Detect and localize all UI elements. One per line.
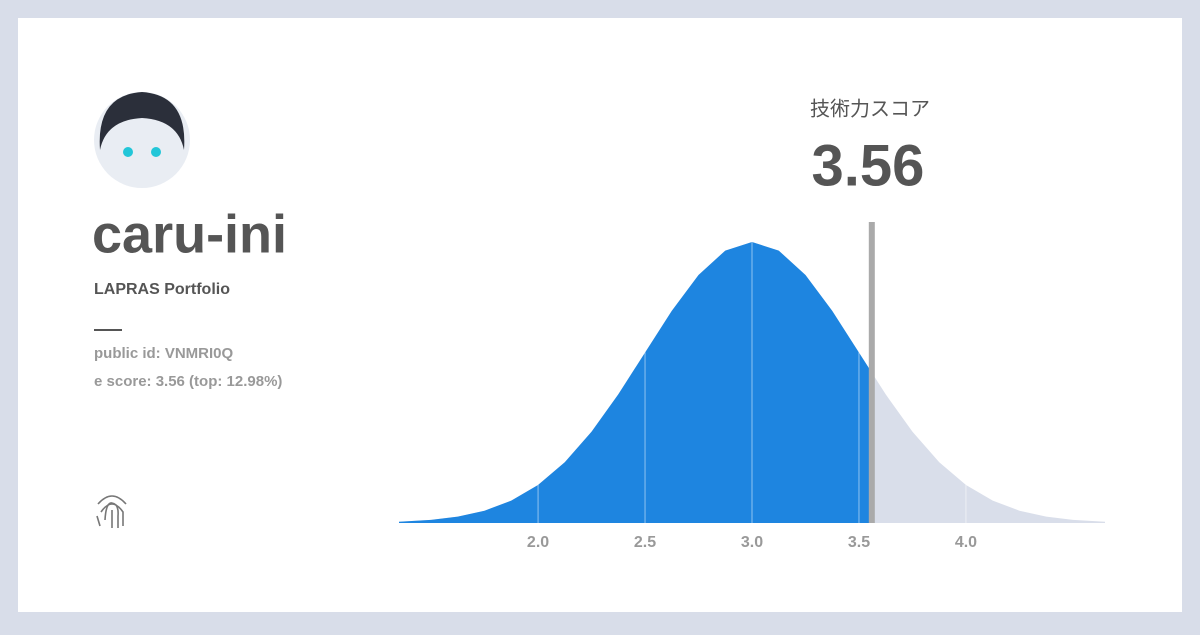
public-id: public id: VNMRI0Q [94, 345, 234, 362]
x-tick-label: 3.5 [848, 534, 870, 551]
score-line: e score: 3.56 (top: 12.98%) [94, 373, 282, 390]
chart-title: 技術力スコア [810, 97, 930, 120]
subtitle: LAPRAS Portfolio [94, 281, 230, 298]
score-marker [868, 222, 875, 523]
avatar [94, 92, 190, 188]
axis: 2.0 2.5 3.0 3.5 4.0 [527, 222, 977, 551]
x-tick-label: 2.5 [634, 534, 656, 551]
x-tick-label: 3.0 [741, 534, 763, 551]
x-tick-label: 2.0 [527, 534, 549, 551]
user-name: caru-ini [92, 204, 287, 264]
x-tick-label: 4.0 [955, 534, 977, 551]
fingerprint-icon [96, 495, 127, 528]
score-value: 3.56 [812, 133, 925, 198]
